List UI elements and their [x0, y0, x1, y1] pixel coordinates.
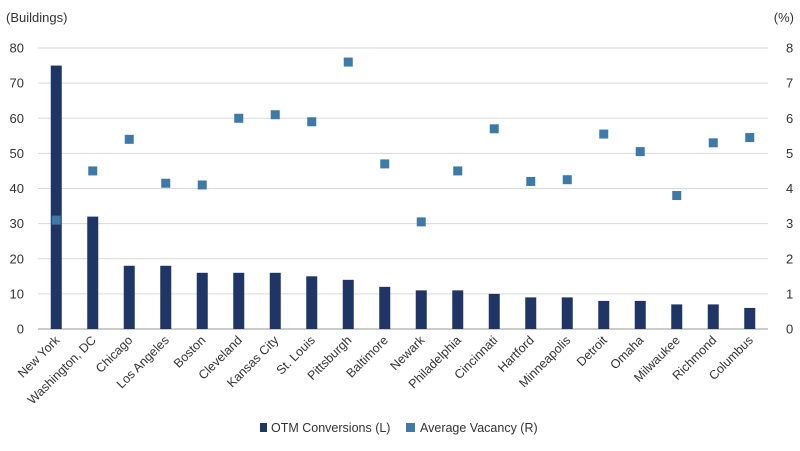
scatter-point [161, 178, 171, 188]
scatter-point [234, 113, 244, 123]
right-tick-label: 2 [786, 251, 793, 266]
right-tick-label: 8 [786, 41, 793, 56]
scatter-series [51, 57, 755, 227]
category-label: Washington, DC [25, 333, 99, 407]
bar [525, 297, 537, 329]
bar-series [50, 65, 756, 329]
right-axis-title: (%) [774, 10, 794, 25]
bar [233, 272, 245, 329]
scatter-point [489, 124, 499, 134]
bar [634, 300, 646, 329]
bar [306, 276, 318, 329]
bar [123, 265, 135, 329]
legend-label-points: Average Vacancy (R) [420, 421, 538, 435]
legend-label-bars: OTM Conversions (L) [271, 421, 390, 435]
right-tick-label: 7 [786, 76, 793, 91]
right-tick-label: 5 [786, 146, 793, 161]
scatter-point [745, 133, 755, 143]
left-tick-label: 80 [10, 41, 24, 56]
scatter-point [380, 159, 390, 169]
scatter-point [562, 175, 572, 185]
bar [379, 286, 391, 329]
scatter-point [51, 215, 61, 225]
left-tick-label: 30 [10, 216, 24, 231]
scatter-point [343, 57, 353, 67]
bar [452, 290, 464, 329]
legend-swatch-bars [260, 423, 267, 432]
right-axis-ticks: 0 1 2 3 4 5 6 7 8 [786, 41, 793, 337]
bar [488, 293, 500, 329]
left-tick-label: 0 [17, 322, 24, 337]
scatter-point [526, 176, 536, 186]
right-tick-label: 1 [786, 286, 793, 301]
bar [561, 297, 573, 329]
bar [342, 279, 354, 329]
scatter-point [672, 191, 682, 201]
scatter-point [307, 117, 317, 127]
bar [160, 265, 172, 329]
right-tick-label: 3 [786, 216, 793, 231]
left-tick-label: 70 [10, 76, 24, 91]
bar [415, 290, 427, 329]
bar [598, 300, 610, 329]
legend-swatch-points [406, 423, 415, 432]
scatter-point [599, 129, 609, 139]
left-axis-ticks: 0 10 20 30 40 50 60 70 80 [10, 41, 24, 337]
left-tick-label: 50 [10, 146, 24, 161]
scatter-point [197, 180, 207, 190]
category-label: Detroit [574, 333, 610, 369]
bar [87, 216, 99, 329]
left-axis-title: (Buildings) [6, 10, 67, 25]
right-tick-label: 4 [786, 181, 793, 196]
scatter-point [88, 166, 98, 176]
scatter-point [270, 110, 280, 120]
left-tick-label: 40 [10, 181, 24, 196]
right-tick-label: 0 [786, 322, 793, 337]
scatter-point [416, 217, 426, 227]
gridlines [38, 47, 768, 330]
scatter-point [708, 138, 718, 148]
bar [196, 272, 208, 329]
bar [707, 304, 719, 329]
legend: OTM Conversions (L) Average Vacancy (R) [260, 421, 538, 435]
left-tick-label: 10 [10, 286, 24, 301]
left-tick-label: 20 [10, 251, 24, 266]
scatter-point [453, 166, 463, 176]
bar [671, 304, 683, 329]
scatter-point [635, 147, 645, 157]
left-tick-label: 60 [10, 111, 24, 126]
bar [269, 272, 281, 329]
right-tick-label: 6 [786, 111, 793, 126]
bar [744, 307, 756, 329]
scatter-point [124, 134, 134, 144]
bar [50, 65, 62, 329]
